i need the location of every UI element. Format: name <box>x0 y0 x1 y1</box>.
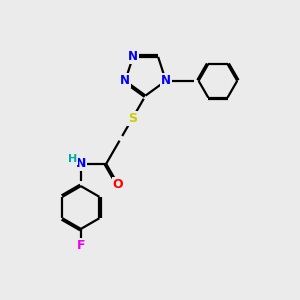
Text: N: N <box>76 157 86 170</box>
Text: N: N <box>161 74 171 87</box>
Text: F: F <box>76 239 85 252</box>
Text: O: O <box>113 178 123 191</box>
Text: N: N <box>120 74 130 87</box>
Text: H: H <box>68 154 77 164</box>
Text: N: N <box>128 50 138 63</box>
Text: S: S <box>128 112 137 125</box>
